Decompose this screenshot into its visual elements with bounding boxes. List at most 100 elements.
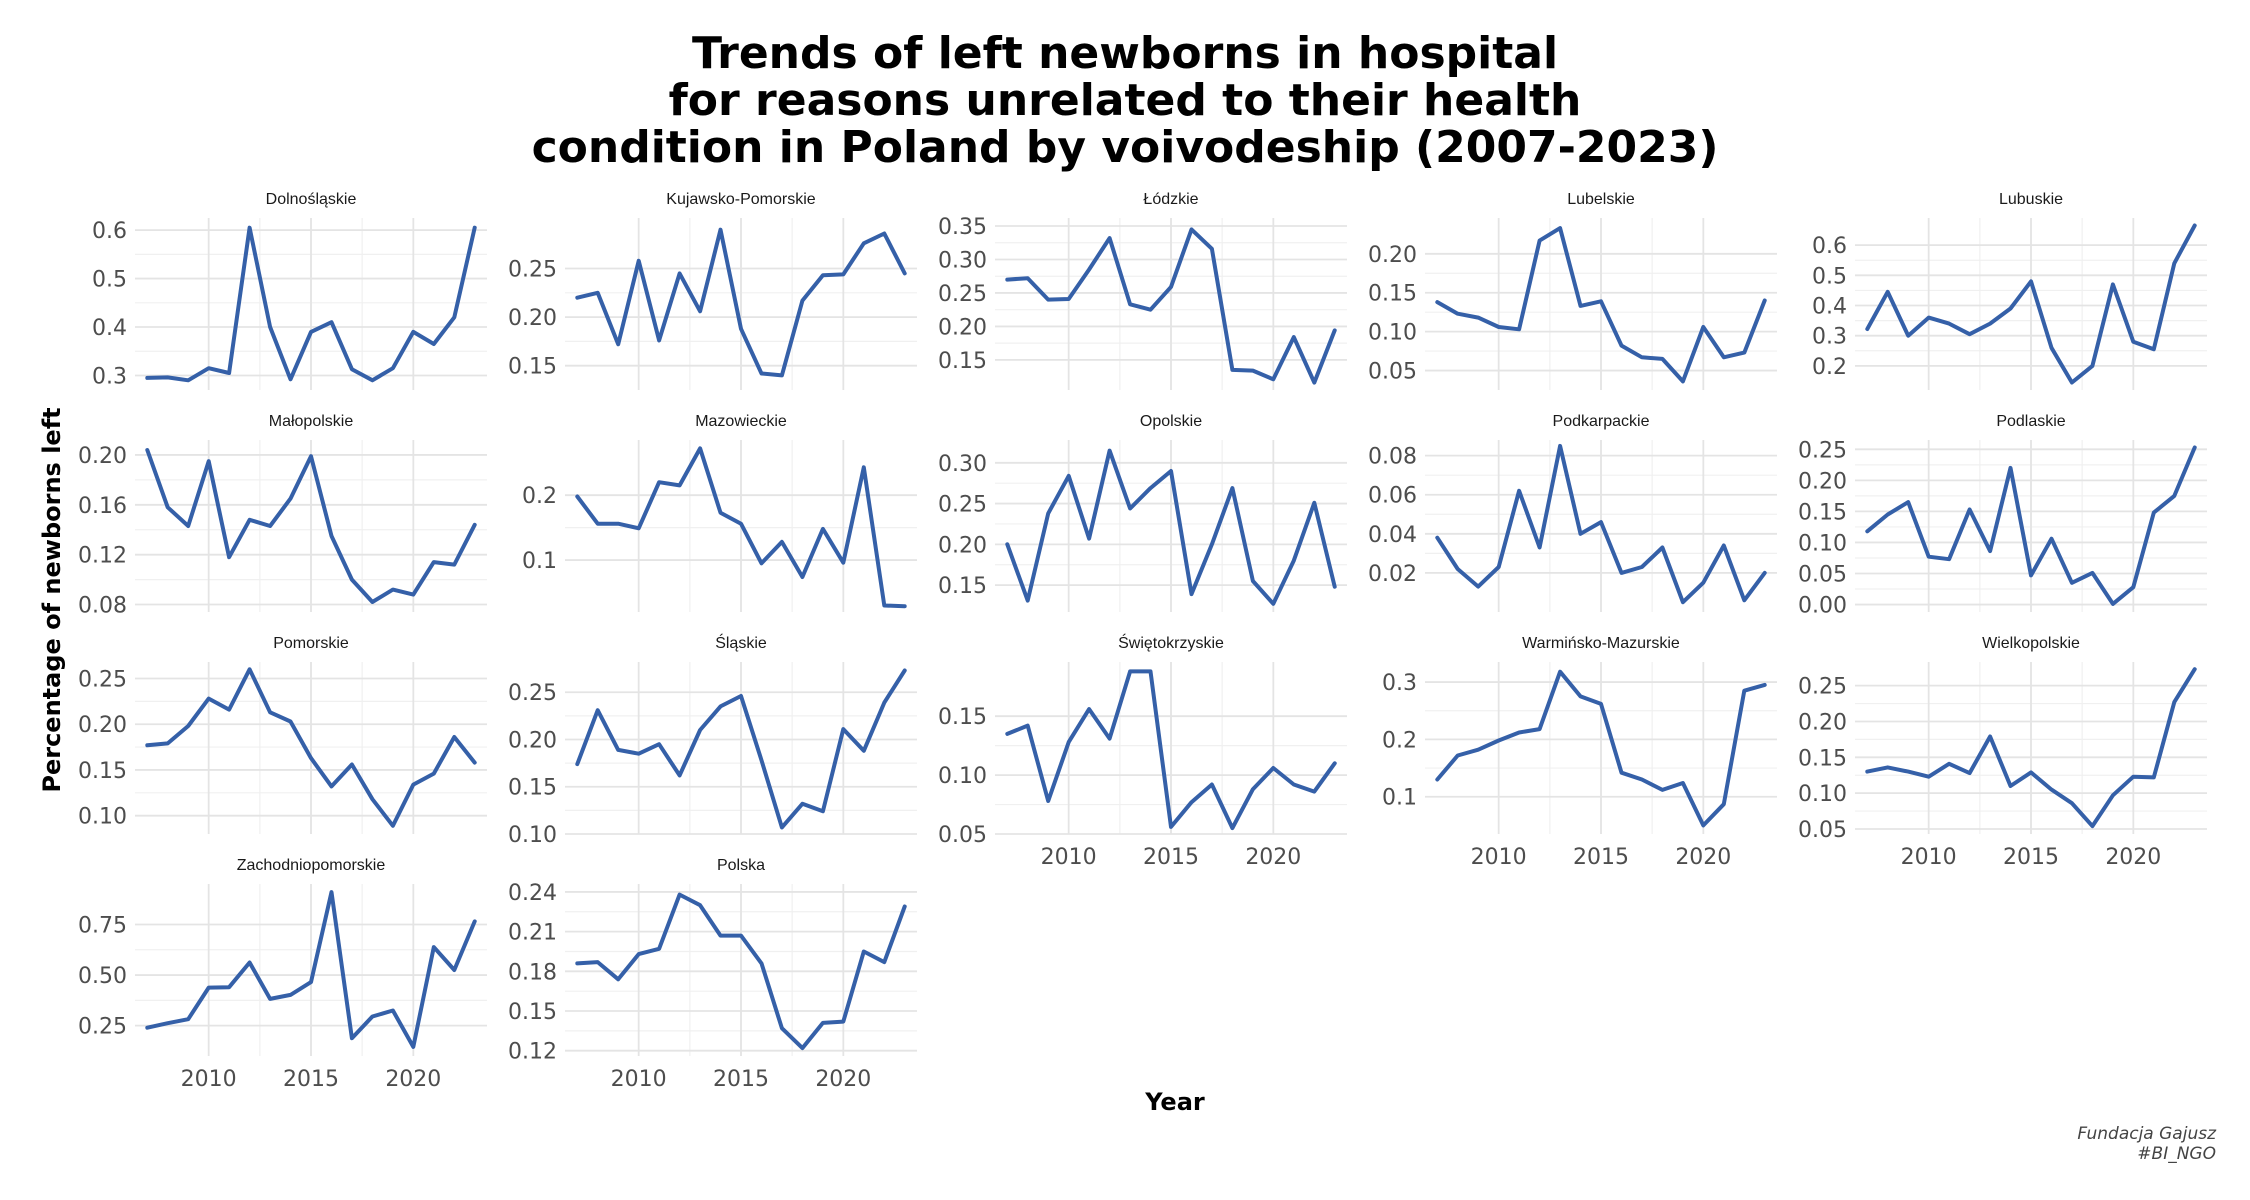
caption-source: Fundacja Gajusz [2077, 1124, 2216, 1144]
y-tick-label: 0.50 [78, 964, 127, 989]
y-tick-label: 0.25 [1798, 438, 1847, 463]
facet-panel: 0.10 0.15 0.20 0.25 Pomorskie [78, 635, 487, 834]
y-tick-label: 0.20 [938, 533, 987, 558]
y-tick-label: 0.1 [1382, 786, 1417, 811]
y-tick-label: 0.2 [1812, 355, 1847, 380]
y-tick-label: 0.6 [1812, 234, 1847, 259]
y-tick-label: 0.05 [1798, 818, 1847, 843]
y-tick-label: 0.2 [522, 484, 557, 509]
facet-title: Lubelskie [1567, 191, 1635, 208]
series-line [1005, 669, 1337, 831]
y-tick-label: 0.75 [78, 913, 127, 938]
y-tick-label: 0.10 [508, 823, 557, 848]
y-tick-label: 0.6 [92, 219, 127, 244]
y-tick-label: 0.10 [1798, 782, 1847, 807]
y-tick-label: 0.20 [1368, 243, 1417, 268]
y-axis-label: Percentage of newborns left [38, 407, 66, 793]
chart-title-line: for reasons unrelated to their health [668, 75, 1582, 126]
facet-title: Świętokrzyskie [1118, 633, 1224, 652]
y-tick-label: 0.25 [508, 681, 557, 706]
x-tick-label: 2020 [1675, 845, 1731, 870]
series-line [1435, 226, 1767, 384]
facet-panel: 0.15 0.20 0.25 Kujawsko-Pomorskie [508, 191, 917, 390]
y-tick-label: 0.4 [92, 316, 127, 341]
y-tick-label: 0.10 [1368, 321, 1417, 346]
y-tick-label: 0.25 [938, 282, 987, 307]
facet-title: Polska [717, 857, 765, 874]
series-line [575, 446, 907, 609]
x-tick-label: 2010 [1471, 845, 1527, 870]
y-tick-label: 0.5 [1812, 264, 1847, 289]
caption-hashtag: #BI_NGO [2137, 1144, 2216, 1164]
facet-panel: 0.15 0.20 0.25 0.30 0.35 Łódzkie [938, 191, 1347, 390]
y-tick-label: 0.10 [938, 764, 987, 789]
facet-panel: 0.1 0.2 Mazowieckie [522, 413, 917, 612]
y-tick-label: 0.3 [1382, 671, 1417, 696]
y-tick-label: 0.15 [508, 776, 557, 801]
y-tick-label: 0.20 [508, 728, 557, 753]
facet-title: Małopolskie [269, 413, 354, 430]
y-tick-label: 0.00 [1798, 594, 1847, 619]
facet-title: Kujawsko-Pomorskie [666, 191, 815, 208]
y-tick-label: 0.05 [1368, 360, 1417, 385]
y-tick-label: 0.15 [1798, 746, 1847, 771]
series-line [1005, 448, 1337, 606]
facet-title: Mazowieckie [695, 413, 787, 430]
series-line [145, 225, 477, 383]
y-tick-label: 0.25 [938, 493, 987, 518]
y-tick-label: 0.15 [508, 355, 557, 380]
y-tick-label: 0.20 [78, 713, 127, 738]
x-tick-label: 2020 [385, 1067, 441, 1092]
facet-title: Pomorskie [273, 635, 349, 652]
y-tick-label: 0.08 [78, 594, 127, 619]
y-tick-label: 0.30 [938, 248, 987, 273]
facet-title: Podkarpackie [1553, 413, 1650, 430]
y-tick-label: 0.15 [938, 349, 987, 374]
facet-panel: 0.25 0.50 0.75 Zachodniopomorskie 2010 2015 20… [78, 857, 487, 1092]
series-line [1435, 443, 1767, 605]
y-tick-label: 0.15 [78, 759, 127, 784]
series-line [145, 890, 477, 1049]
y-tick-label: 0.15 [508, 1000, 557, 1025]
y-tick-label: 0.06 [1368, 484, 1417, 509]
chart-title-line: Trends of left newborns in hospital [691, 28, 1559, 79]
y-tick-label: 0.20 [78, 444, 127, 469]
y-tick-label: 0.15 [938, 705, 987, 730]
y-tick-label: 0.08 [1368, 445, 1417, 470]
y-tick-label: 0.15 [938, 574, 987, 599]
y-tick-label: 0.25 [1798, 675, 1847, 700]
y-tick-label: 0.20 [1798, 469, 1847, 494]
y-tick-label: 0.21 [508, 921, 557, 946]
y-tick-label: 0.20 [508, 306, 557, 331]
chart-title: Trends of left newborns in hospital for … [0, 30, 2250, 171]
y-tick-label: 0.20 [938, 315, 987, 340]
facet-title: Opolskie [1140, 413, 1202, 430]
x-tick-label: 2015 [2003, 845, 2059, 870]
series-line [1435, 669, 1767, 828]
facet-panel: 0.3 0.4 0.5 0.6 Dolnośląskie [92, 191, 487, 390]
y-tick-label: 0.30 [938, 452, 987, 477]
facet-title: Zachodniopomorskie [237, 857, 386, 874]
facet-panel: 0.10 0.15 0.20 0.25 Śląskie [508, 633, 917, 848]
facet-panel: 0.00 0.05 0.10 0.15 0.20 0.25 Podlaskie [1798, 413, 2207, 619]
facet-panel: 0.12 0.15 0.18 0.21 0.24 Polska 2010 2015 2020 [508, 857, 917, 1092]
y-tick-label: 0.25 [78, 1015, 127, 1040]
facet-title: Wielkopolskie [1982, 635, 2080, 652]
series-line [1005, 227, 1337, 385]
y-tick-label: 0.10 [78, 805, 127, 830]
chart-title-line: condition in Poland by voivodeship (2007… [531, 122, 1719, 173]
y-tick-label: 0.25 [78, 667, 127, 692]
x-tick-label: 2010 [1901, 845, 1957, 870]
series-line [145, 667, 477, 828]
facet-panel: 0.05 0.10 0.15 0.20 Lubelskie [1368, 191, 1777, 390]
x-tick-label: 2020 [1245, 845, 1301, 870]
series-line [575, 892, 907, 1051]
facet-panel: 0.02 0.04 0.06 0.08 Podkarpackie [1368, 413, 1777, 612]
facet-panel: 0.08 0.12 0.16 0.20 Małopolskie [78, 413, 487, 619]
series-line [1865, 667, 2197, 829]
series-line [575, 227, 907, 378]
facet-panel: 0.05 0.10 0.15 Świętokrzyskie 2010 2015 2020 [938, 633, 1347, 870]
y-tick-label: 0.2 [1382, 728, 1417, 753]
series-line [575, 668, 907, 830]
